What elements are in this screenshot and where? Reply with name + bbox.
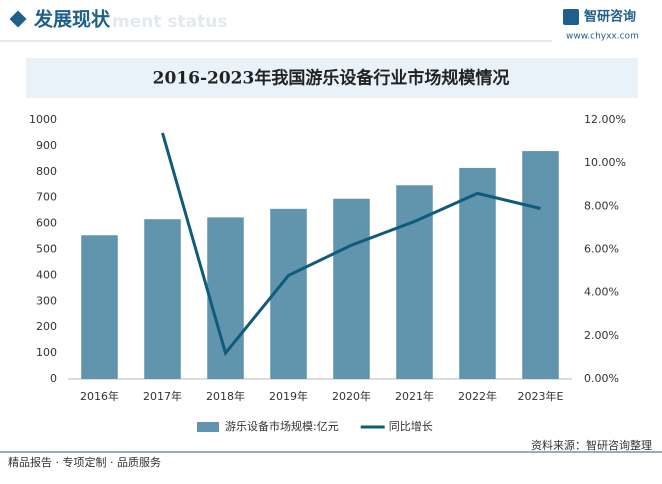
source: 资料来源：智研咨询整理 bbox=[531, 438, 652, 452]
y-tick-label: 700 bbox=[36, 191, 57, 204]
y2-tick-label: 2.00% bbox=[584, 329, 619, 342]
logo-url: www.chyxx.com bbox=[566, 32, 639, 42]
y-tick-label: 200 bbox=[36, 320, 57, 333]
y-tick-label: 800 bbox=[36, 165, 57, 178]
x-tick-label: 2021年 bbox=[395, 389, 434, 403]
y-tick-label: 300 bbox=[36, 294, 57, 307]
bar bbox=[270, 208, 307, 379]
bar bbox=[333, 198, 370, 379]
x-tick-label: 2019年 bbox=[269, 389, 308, 403]
y-tick-label: 100 bbox=[36, 346, 57, 359]
y-tick-label: 400 bbox=[36, 268, 57, 281]
legend-label: 同比增长 bbox=[389, 419, 433, 433]
y2-tick-label: 6.00% bbox=[584, 243, 619, 256]
y2-tick-label: 12.00% bbox=[584, 113, 626, 126]
y2-tick-label: 8.00% bbox=[584, 199, 619, 212]
bar bbox=[144, 219, 181, 379]
y-tick-label: 900 bbox=[36, 139, 57, 152]
header-icon bbox=[9, 10, 27, 28]
header-title: 发展现状 bbox=[33, 8, 111, 31]
x-tick-label: 2020年 bbox=[332, 389, 371, 403]
header-watermark: ment status bbox=[112, 12, 227, 32]
x-tick-label: 2017年 bbox=[143, 389, 182, 403]
chart-title: 2016-2023年我国游乐设备行业市场规模情况 bbox=[153, 68, 510, 89]
title-box bbox=[26, 58, 638, 98]
x-tick-label: 2016年 bbox=[80, 389, 119, 403]
x-tick-label: 2023年E bbox=[518, 389, 564, 403]
y-tick-label: 600 bbox=[36, 217, 57, 230]
x-tick-label: 2022年 bbox=[458, 389, 497, 403]
plot: 0 100 200 300 400 500 600 700 800 900 1000 0.00% 2.0… bbox=[29, 113, 626, 433]
y-tick-label: 0 bbox=[50, 372, 57, 385]
legend-label: 游乐设备市场规模:亿元 bbox=[225, 419, 339, 433]
y2-tick-label: 4.00% bbox=[584, 286, 619, 299]
logo-icon bbox=[563, 9, 579, 25]
line bbox=[161, 132, 541, 357]
y-tick-label: 1000 bbox=[29, 113, 57, 126]
y2-tick-label: 0.00% bbox=[584, 372, 619, 385]
bar bbox=[81, 235, 118, 379]
bar bbox=[459, 167, 496, 379]
tagline: 精品报告 · 专项定制 · 品质服务 bbox=[8, 455, 161, 469]
bar bbox=[522, 151, 559, 379]
logo-name: 智研咨询 bbox=[584, 9, 636, 25]
x-tick-label: 2018年 bbox=[206, 389, 245, 403]
y-tick-label: 500 bbox=[36, 243, 57, 256]
legend-swatch bbox=[197, 422, 219, 432]
y2-tick-label: 10.00% bbox=[584, 156, 626, 169]
